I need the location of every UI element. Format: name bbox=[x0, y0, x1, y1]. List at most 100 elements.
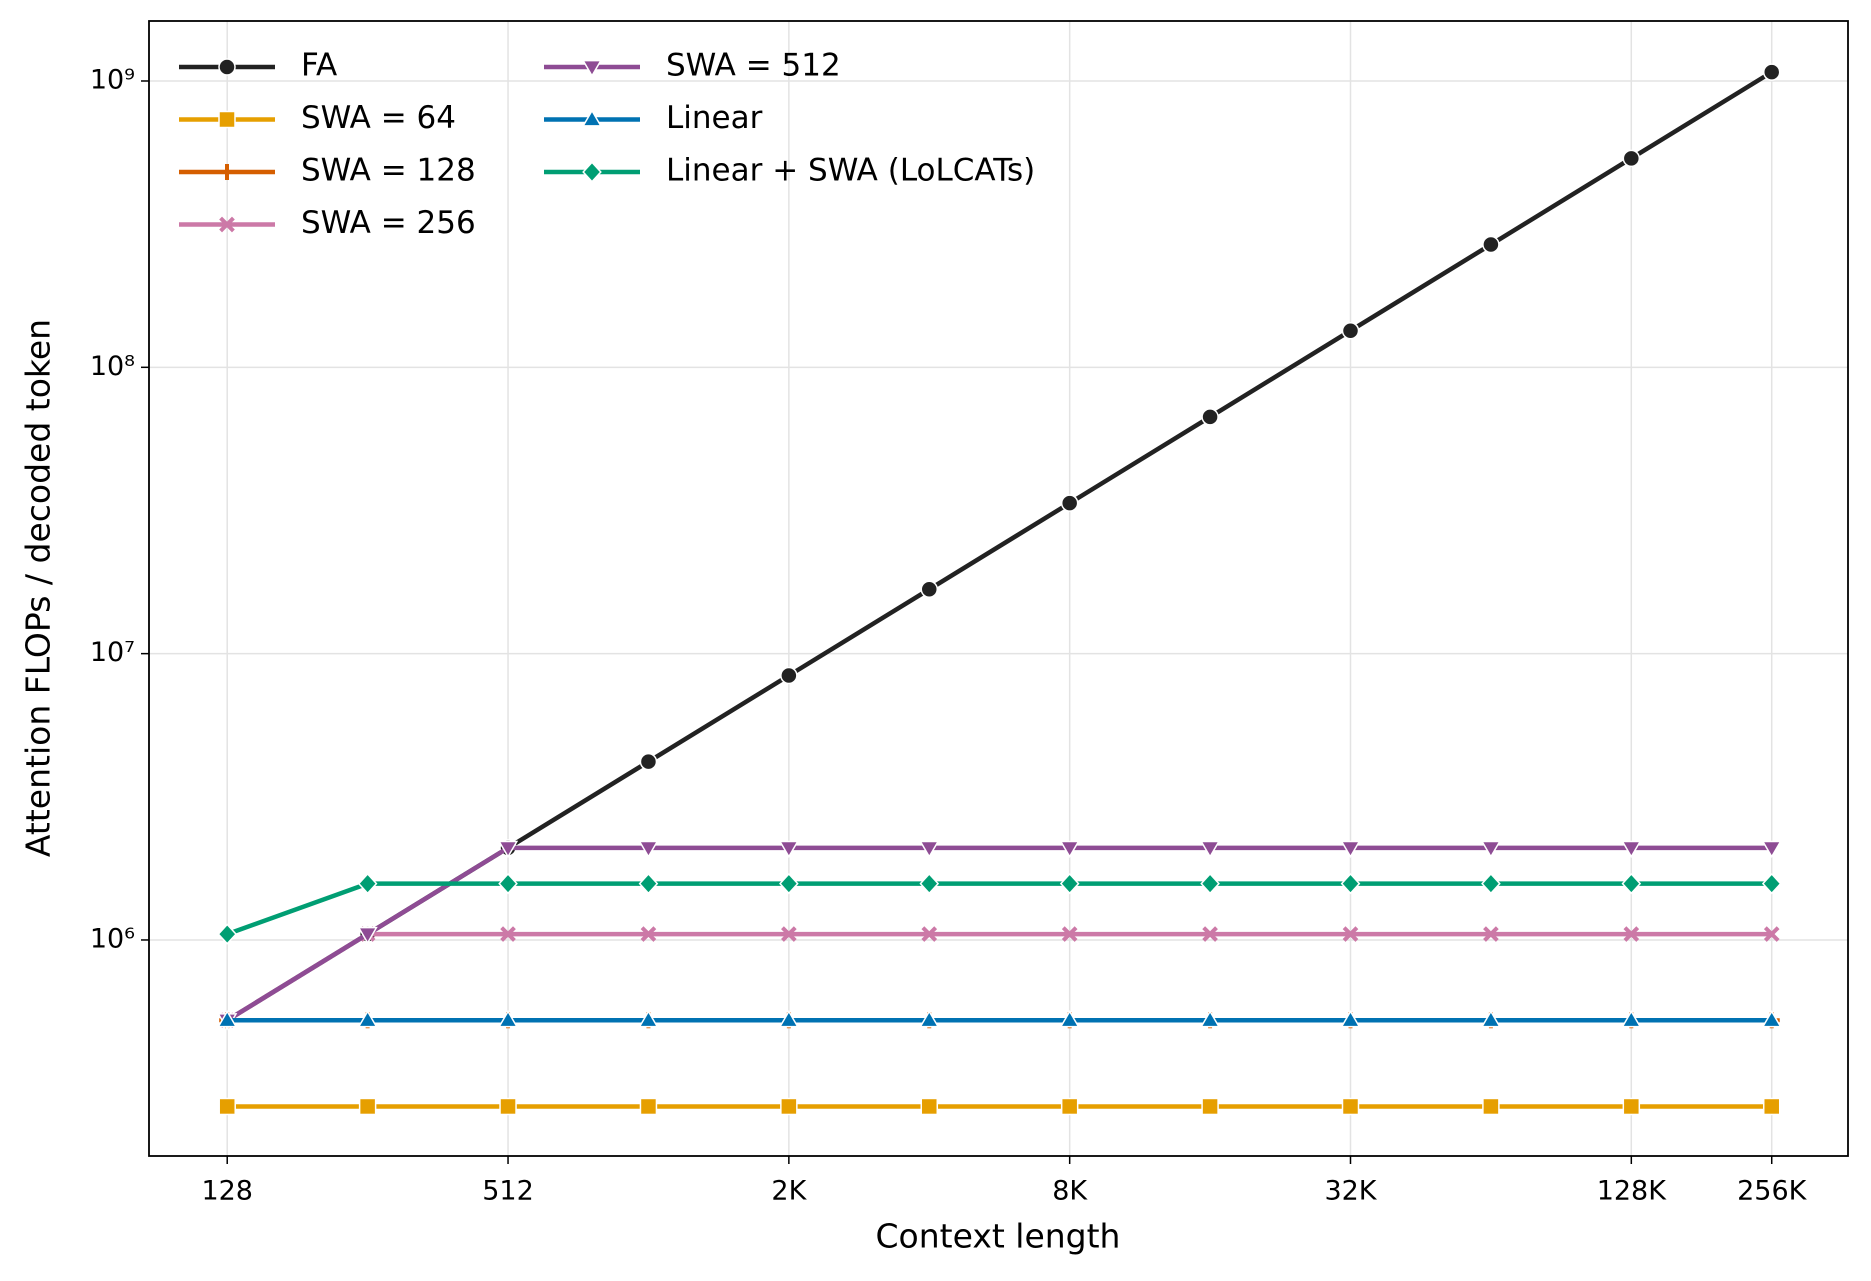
marker bbox=[1762, 1097, 1781, 1116]
marker bbox=[1481, 872, 1501, 895]
series bbox=[217, 1009, 1782, 1028]
legend-label: SWA = 64 bbox=[301, 100, 456, 136]
legend-label: Linear + SWA (LoLCATs) bbox=[666, 153, 1035, 189]
marker bbox=[1340, 872, 1361, 895]
legend-label: SWA = 128 bbox=[301, 153, 476, 189]
y-axis-label: Attention FLOPs / decoded token bbox=[19, 319, 58, 857]
marker bbox=[1201, 408, 1219, 426]
marker bbox=[500, 926, 516, 942]
legend-item: FA bbox=[179, 48, 337, 84]
marker bbox=[582, 161, 602, 183]
marker bbox=[1059, 1009, 1080, 1028]
y-tick-label: 10⁸ bbox=[90, 351, 135, 382]
marker bbox=[1202, 926, 1218, 942]
marker bbox=[358, 1097, 377, 1116]
legend-item: Linear + SWA (LoLCATs) bbox=[544, 153, 1035, 189]
x-axis-label: Context length bbox=[876, 1217, 1121, 1256]
marker bbox=[1622, 1097, 1641, 1116]
marker bbox=[1200, 872, 1220, 895]
marker bbox=[357, 872, 378, 895]
legend-label: SWA = 512 bbox=[666, 48, 841, 84]
marker bbox=[779, 872, 799, 895]
series bbox=[219, 926, 1780, 1029]
x-tick-label: 128 bbox=[201, 1176, 253, 1207]
marker bbox=[1340, 840, 1361, 859]
y-tick-label: 10⁷ bbox=[90, 637, 135, 668]
marker bbox=[778, 840, 799, 859]
legend-item: Linear bbox=[544, 100, 763, 136]
marker bbox=[1621, 1009, 1642, 1028]
marker bbox=[920, 580, 939, 599]
marker bbox=[919, 1009, 940, 1028]
marker bbox=[1480, 840, 1502, 859]
marker bbox=[1199, 840, 1221, 859]
marker bbox=[219, 164, 235, 180]
marker bbox=[1621, 872, 1642, 895]
marker bbox=[499, 1097, 517, 1116]
marker bbox=[217, 923, 238, 945]
marker bbox=[919, 840, 940, 859]
marker bbox=[781, 926, 797, 942]
x-tick-label: 2K bbox=[771, 1176, 807, 1207]
marker bbox=[1761, 1009, 1782, 1028]
legend-label: SWA = 256 bbox=[301, 205, 476, 241]
marker bbox=[638, 840, 659, 859]
marker bbox=[1060, 494, 1079, 512]
marker bbox=[218, 58, 236, 76]
marker bbox=[921, 926, 938, 942]
series-line bbox=[226, 845, 1772, 1023]
marker bbox=[357, 1009, 378, 1028]
marker bbox=[639, 1097, 658, 1116]
series bbox=[217, 872, 1782, 945]
marker bbox=[639, 752, 658, 771]
marker bbox=[1341, 321, 1360, 340]
x-tick-label: 32K bbox=[1324, 1176, 1377, 1207]
series bbox=[218, 1097, 1781, 1116]
marker bbox=[778, 1009, 799, 1028]
marker bbox=[1761, 872, 1782, 895]
legend-item: SWA = 512 bbox=[544, 48, 841, 84]
marker bbox=[1762, 63, 1781, 81]
x-tick-label: 8K bbox=[1052, 1176, 1088, 1207]
marker bbox=[497, 1009, 519, 1028]
marker bbox=[1622, 149, 1641, 168]
y-tick-label: 10⁹ bbox=[90, 64, 135, 95]
marker bbox=[638, 872, 659, 895]
marker bbox=[581, 59, 603, 78]
x-tick-label: 256K bbox=[1737, 1176, 1808, 1207]
marker bbox=[498, 872, 518, 895]
marker bbox=[780, 1097, 798, 1116]
legend-item: SWA = 128 bbox=[179, 153, 476, 189]
legend-label: Linear bbox=[666, 100, 763, 136]
series-line bbox=[226, 931, 1772, 1023]
marker bbox=[1059, 840, 1080, 859]
marker bbox=[218, 1097, 236, 1116]
marker bbox=[1482, 1097, 1500, 1116]
marker bbox=[1342, 926, 1359, 942]
marker bbox=[357, 926, 378, 945]
marker bbox=[497, 840, 519, 859]
marker bbox=[1199, 1009, 1221, 1028]
marker bbox=[920, 1097, 939, 1116]
marker bbox=[1480, 1009, 1502, 1028]
legend-item: SWA = 256 bbox=[179, 205, 476, 241]
marker bbox=[640, 926, 657, 942]
marker bbox=[638, 1009, 659, 1028]
marker bbox=[219, 216, 235, 233]
series bbox=[217, 840, 1782, 1031]
x-tick-label: 512 bbox=[482, 1176, 534, 1207]
y-tick-label: 10⁶ bbox=[90, 923, 135, 954]
marker bbox=[919, 872, 940, 895]
marker bbox=[1340, 1009, 1361, 1028]
marker bbox=[1621, 840, 1642, 859]
marker bbox=[1623, 926, 1640, 942]
legend-label: FA bbox=[301, 48, 337, 84]
marker bbox=[1341, 1097, 1360, 1116]
marker bbox=[581, 109, 603, 127]
marker bbox=[1201, 1097, 1219, 1116]
marker bbox=[1061, 926, 1078, 942]
plot-frame bbox=[148, 20, 1849, 1157]
legend-item: SWA = 64 bbox=[179, 100, 456, 136]
marker bbox=[780, 666, 798, 685]
